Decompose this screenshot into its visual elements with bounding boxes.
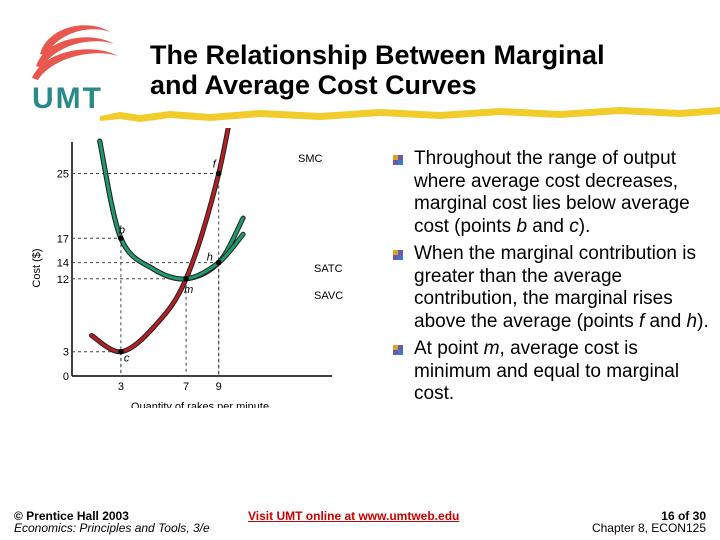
x-tick-label: 3: [118, 381, 124, 393]
footer-chapter: Chapter 8, ECON125: [591, 521, 706, 535]
x-tick-label: 7: [183, 381, 189, 393]
bullet-text: ).: [578, 215, 591, 237]
slide-title-line-2: and Average Cost Curves: [150, 70, 477, 100]
bullet-text: and: [644, 310, 687, 332]
bullet-text: f: [639, 310, 645, 332]
footer-copyright: © Prentice Hall 2003: [14, 509, 129, 523]
point-label-b: b: [119, 224, 125, 236]
curve-smc: [90, 128, 230, 354]
y-axis-label: Cost ($): [31, 248, 43, 287]
point-label-f: f: [213, 159, 217, 171]
point-h: [215, 259, 222, 266]
y-tick-label: 17: [57, 233, 69, 245]
point-f: [215, 170, 222, 177]
y-tick-label: 14: [57, 258, 69, 270]
cost-curves-chart: SMC SATC SAVC b c m f h 25 17 14 12 3 0 3 7 9 Quantity of…: [31, 128, 343, 408]
bullet-text: , average cost is minimum and equal to m…: [414, 338, 680, 404]
curve-label-satc: SATC: [314, 263, 343, 275]
footer-website-link[interactable]: Visit UMT online at www.umtweb.edu: [248, 509, 460, 523]
curve-label-savc: SAVC: [314, 290, 343, 302]
bullet-item: When the marginal contribution is greate…: [392, 243, 712, 333]
footer-page-number: 16 of 30: [661, 509, 706, 523]
bullet-icon: [393, 250, 403, 260]
footer-book-title: Economics: Principles and Tools, 3/e: [14, 521, 210, 535]
bullet-icon: [393, 345, 403, 355]
bullet-text: c: [569, 215, 579, 237]
point-label-m: m: [184, 284, 193, 296]
bullet-text: h: [686, 310, 698, 332]
logo-waves: [32, 25, 118, 80]
bullet-text: m: [483, 338, 500, 359]
title-underline: [100, 107, 720, 122]
bullet-text: b: [516, 215, 528, 237]
point-label-h: h: [207, 252, 213, 264]
umt-logo: UMT: [32, 25, 118, 115]
bullet-item: At point m, average cost is minimum and …: [392, 338, 712, 406]
bullet-icon: [393, 155, 403, 165]
x-axis-label: Quantity of rakes per minute: [131, 401, 269, 408]
bullet-text: When the marginal contribution is greate…: [414, 243, 696, 332]
bullet-text: Throughout the range of output where ave…: [414, 148, 690, 237]
y-tick-label: 25: [57, 169, 69, 181]
y-tick-label: 12: [57, 274, 69, 286]
x-tick-label: 9: [216, 381, 222, 393]
point-label-c: c: [124, 353, 130, 365]
point-c: [118, 348, 124, 355]
y-tick-label: 3: [63, 347, 69, 359]
y-tick-label: 0: [63, 371, 69, 383]
bullet-list: Throughout the range of output where ave…: [392, 148, 712, 411]
bullet-text: At point: [414, 338, 484, 359]
bullet-text: and: [527, 215, 570, 237]
slide-title: The Relationship Between Marginal and Av…: [150, 40, 710, 100]
bullet-text: ).: [697, 310, 709, 332]
point-b: [118, 235, 124, 242]
bullet-item: Throughout the range of output where ave…: [392, 148, 712, 238]
logo-text: UMT: [32, 82, 103, 115]
point-m: [183, 276, 189, 282]
curve-label-smc: SMC: [298, 153, 323, 165]
slide-title-line-1: The Relationship Between Marginal: [150, 40, 605, 70]
